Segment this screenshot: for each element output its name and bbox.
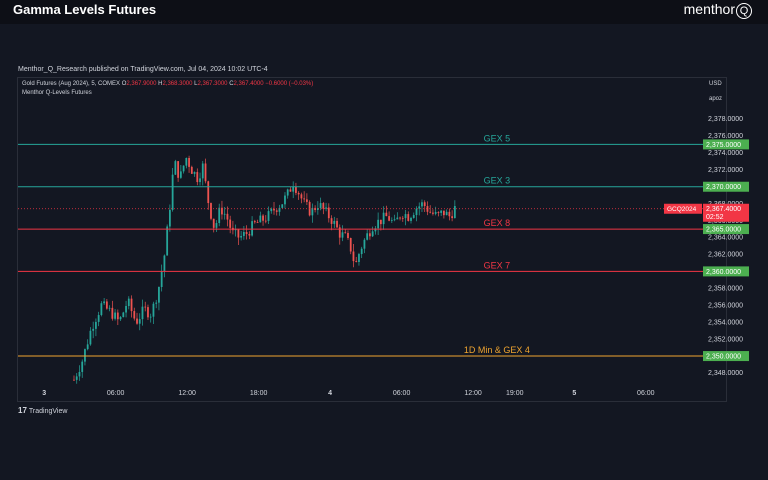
scale-mode-label[interactable]: apoz [709,96,723,102]
tradingview-text: TradingView [28,408,68,415]
published-info: Menthor_Q_Research published on TradingV… [18,66,268,73]
currency-label[interactable]: USD [709,81,722,87]
close-value: 2,367.4000 [233,81,264,87]
tradingview-brand: 17 TradingView [18,406,67,415]
symbol-name: Gold Futures (Aug 2024), 5, COMEX [22,81,121,87]
page-title: Gamma Levels Futures [13,2,157,17]
high-label: H [158,81,163,87]
ohlc-legend: Gold Futures (Aug 2024), 5, COMEX O2,367… [22,81,313,87]
indicator-name: Menthor Q-Levels Futures [22,90,92,96]
high-value: 2,368.3000 [162,81,193,87]
brand-logo: menthor Q [684,1,752,19]
low-value: 2,367.3000 [197,81,228,87]
change-value: −0.6000 (−0.03%) [265,81,314,87]
top-bar: Gamma Levels Futures menthor Q [0,0,768,24]
logo-text: menthor [683,1,735,17]
close-label: C [229,81,234,87]
open-value: 2,367.9000 [126,81,157,87]
open-label: O [121,81,127,87]
tradingview-icon: 17 [18,406,27,415]
chart-frame[interactable] [17,77,727,402]
low-label: L [194,81,198,87]
logo-q-icon: Q [736,3,752,19]
